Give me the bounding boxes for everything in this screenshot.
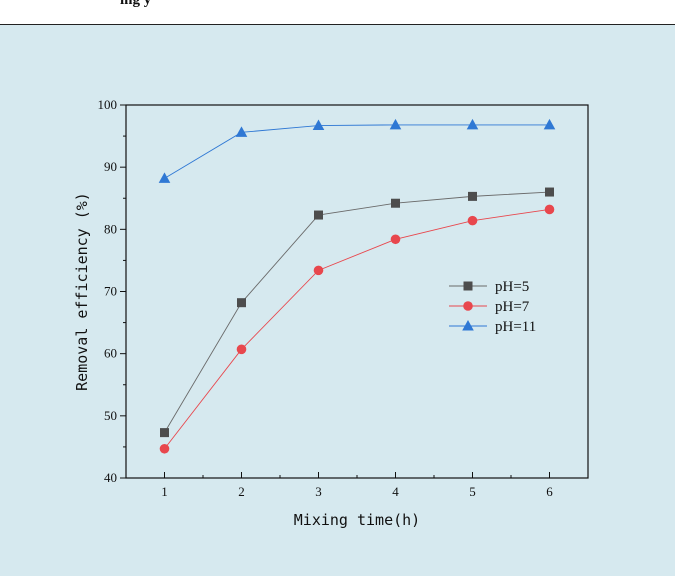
x-axis: 1 2 3 4 5 6: [161, 472, 553, 499]
series-layer: [158, 118, 556, 454]
data-point-ph5: [237, 298, 246, 308]
data-point-ph7: [467, 215, 478, 226]
data-point-ph11: [543, 118, 556, 130]
y-axis: 40 50 60 70 80 90 100: [98, 97, 126, 485]
x-tick-label: 5: [469, 484, 476, 499]
series-ph5: [160, 187, 554, 438]
legend-marker-ph7: [463, 301, 473, 311]
legend-item-ph5: pH=5: [449, 279, 529, 295]
legend: pH=5 pH=7 pH=11: [449, 279, 536, 335]
series-ph7: [159, 204, 555, 454]
y-tick-label: 70: [104, 284, 117, 299]
series-ph11: [158, 118, 556, 183]
data-point-ph11: [389, 118, 402, 130]
chart: 1 2 3 4 5 6 40 50 60 70 80 90 100 pH=5 pH=7 pH=11 Mix…: [73, 97, 589, 529]
data-point-ph11: [158, 172, 171, 183]
data-point-ph5: [468, 191, 477, 201]
series-line-ph5: [164, 191, 550, 433]
legend-marker-ph5: [463, 281, 473, 291]
data-point-ph7: [236, 344, 247, 355]
y-tick-label: 90: [104, 159, 117, 174]
data-point-ph11: [235, 126, 248, 137]
legend-item-ph11: pH=11: [449, 319, 536, 335]
x-tick-label: 1: [161, 484, 168, 499]
series-line-ph11: [164, 124, 550, 179]
data-point-ph7: [390, 234, 401, 245]
y-tick-label: 40: [104, 470, 117, 485]
x-axis-title: Mixing time(h): [294, 511, 420, 529]
y-tick-label: 100: [98, 97, 118, 112]
y-tick-label: 50: [104, 408, 117, 423]
data-point-ph7: [313, 265, 324, 276]
top-strip: ing y: [0, 0, 675, 25]
legend-label-ph11: pH=11: [495, 319, 536, 335]
x-tick-label: 6: [546, 484, 553, 499]
x-tick-label: 2: [238, 484, 245, 499]
x-tick-label: 4: [392, 484, 399, 499]
x-tick-label: 3: [315, 484, 322, 499]
legend-item-ph7: pH=7: [449, 299, 530, 315]
top-strip-text: ing y: [120, 0, 152, 8]
data-point-ph5: [391, 198, 400, 208]
data-point-ph7: [544, 204, 555, 215]
series-line-ph7: [164, 208, 550, 450]
legend-marker-ph11: [462, 320, 474, 331]
y-axis-title: Removal efficiency (%): [73, 192, 91, 391]
data-point-ph5: [160, 428, 169, 438]
data-point-ph11: [466, 118, 479, 130]
legend-label-ph5: pH=5: [495, 279, 529, 295]
y-tick-label: 80: [104, 221, 117, 236]
data-point-ph7: [159, 443, 170, 454]
data-point-ph11: [312, 119, 325, 131]
y-tick-label: 60: [104, 346, 117, 361]
legend-label-ph7: pH=7: [495, 299, 530, 315]
data-point-ph5: [545, 187, 554, 197]
data-point-ph5: [314, 210, 323, 220]
